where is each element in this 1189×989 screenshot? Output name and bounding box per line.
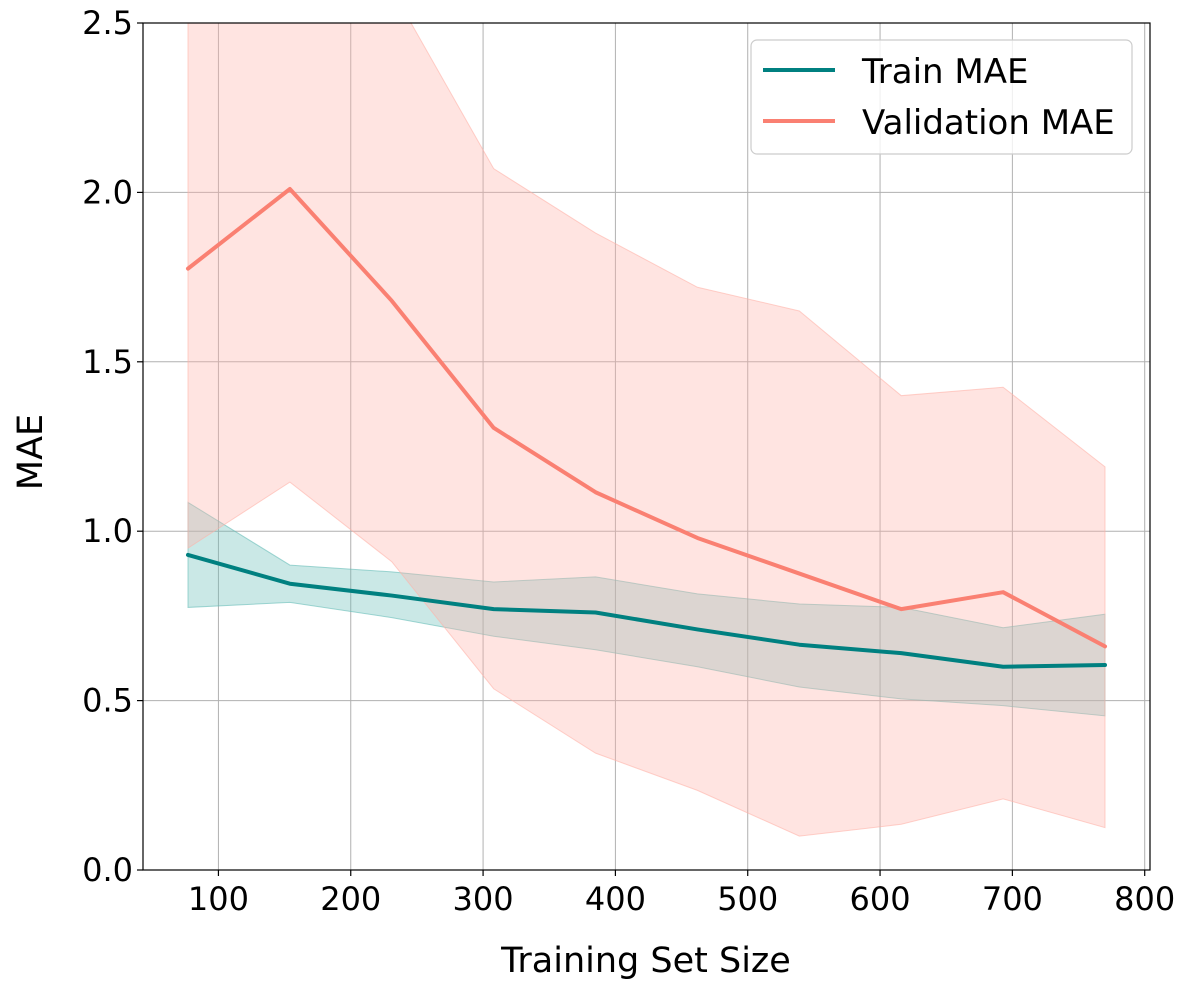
legend-frame <box>750 39 1133 155</box>
plot-background <box>143 23 1150 870</box>
x-tick-label: 300 <box>453 880 514 918</box>
x-tick-label: 500 <box>717 880 778 918</box>
validation-mae-band <box>187 23 1106 837</box>
plot-frame <box>142 22 1151 871</box>
legend-label-validation: Validation MAE <box>862 103 1115 143</box>
x-tick-label: 200 <box>320 880 381 918</box>
y-tick-label: 1.5 <box>82 343 133 381</box>
validation-mae-line <box>185 187 1108 649</box>
y-tick-label: 0.5 <box>82 682 133 720</box>
train-mae-line <box>185 552 1108 669</box>
y-tick-label: 0.0 <box>82 851 133 889</box>
x-axis-ticks: 100 200 300 400 500 600 700 800 <box>188 870 1175 918</box>
x-tick-label: 100 <box>188 880 249 918</box>
y-axis-ticks: 0.0 0.5 1.0 1.5 2.0 2.5 <box>82 4 143 889</box>
legend: Train MAE Validation MAE <box>750 39 1133 155</box>
y-axis-label: MAE <box>11 414 51 490</box>
y-tick-label: 1.0 <box>82 512 133 550</box>
y-tick-label: 2.0 <box>82 173 133 211</box>
confidence-bands <box>187 23 1106 837</box>
x-tick-label: 800 <box>1114 880 1175 918</box>
legend-label-train: Train MAE <box>861 52 1028 92</box>
x-tick-label: 700 <box>982 880 1043 918</box>
x-tick-label: 400 <box>585 880 646 918</box>
x-tick-label: 600 <box>850 880 911 918</box>
y-tick-label: 2.5 <box>82 4 133 42</box>
x-axis-label: Training Set Size <box>500 941 791 981</box>
series-lines <box>185 187 1108 669</box>
